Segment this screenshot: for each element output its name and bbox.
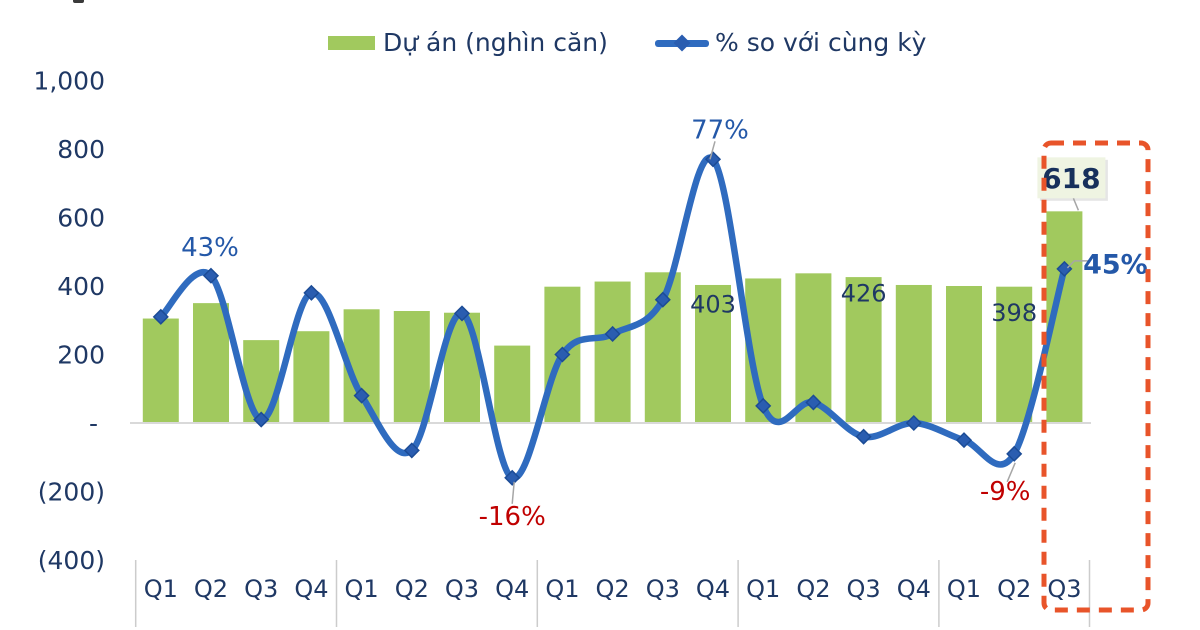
x-axis-tick-label: Q2 xyxy=(796,575,830,603)
diamond-marker-icon xyxy=(152,308,169,325)
x-axis-tick-label: Q3 xyxy=(646,575,680,603)
legend-label-bar-series: Dự án (nghìn căn) xyxy=(383,28,608,57)
y-axis-tick-label: - xyxy=(89,409,98,438)
diamond-marker-icon xyxy=(755,397,772,414)
annotation-leader-line xyxy=(1006,462,1016,483)
y-axis-tick-label: 200 xyxy=(57,341,105,370)
y-axis-tick-label: (200) xyxy=(38,478,105,507)
x-axis-tick-label: Q4 xyxy=(696,575,730,603)
bar xyxy=(393,311,430,423)
x-axis-tick-label: Q4 xyxy=(897,575,931,603)
bar xyxy=(243,340,280,423)
percent-annotation: -16% xyxy=(479,502,546,532)
y-axis-tick-label: 400 xyxy=(57,272,105,301)
diamond-marker-icon xyxy=(673,34,691,51)
diamond-marker-icon xyxy=(1006,445,1023,462)
y-axis-tick-label: 600 xyxy=(57,204,105,233)
x-axis-tick-label: Q1 xyxy=(746,575,780,603)
x-axis-tick-label: Q3 xyxy=(244,575,278,603)
diamond-marker-icon xyxy=(955,432,973,449)
annotation-leader-line xyxy=(1066,260,1091,269)
legend-item-bar-series: Dự án (nghìn căn) xyxy=(328,26,608,60)
y-axis-tick-label: (400) xyxy=(38,546,105,575)
x-axis-tick-label: Q3 xyxy=(445,575,479,603)
chart-legend: Dự án (nghìn căn) % so với cùng kỳ xyxy=(0,26,1200,60)
x-axis-tick-label: Q3 xyxy=(847,575,881,603)
callout-leader-line xyxy=(1072,198,1080,211)
legend-item-line-series: % so với cùng kỳ xyxy=(655,26,926,60)
annotation-leader-line xyxy=(709,141,716,160)
legend-label-line-series: % so với cùng kỳ xyxy=(715,28,927,57)
bar-value-label: 398 xyxy=(991,299,1037,327)
x-axis-tick-label: Q1 xyxy=(345,575,379,603)
x-axis-tick-label: Q1 xyxy=(947,575,981,603)
diamond-marker-icon xyxy=(704,151,722,168)
x-axis-tick-label: Q4 xyxy=(495,575,529,603)
x-axis-tick-label: Q2 xyxy=(194,575,228,603)
diamond-marker-icon xyxy=(554,346,571,363)
diamond-marker-icon xyxy=(202,267,220,284)
bar-value-callout: 618 xyxy=(1042,162,1100,195)
line-series-swatch-icon xyxy=(655,34,709,51)
highlight-dashed-box xyxy=(1041,140,1151,613)
bar xyxy=(494,345,531,423)
x-axis-tick-label: Q2 xyxy=(997,575,1031,603)
y-axis-tick-label: 1,000 xyxy=(33,67,105,96)
callout-box xyxy=(1037,157,1106,199)
x-axis-tick-label: Q2 xyxy=(395,575,429,603)
bar xyxy=(895,284,932,423)
bar xyxy=(594,281,631,423)
bar xyxy=(845,277,882,423)
bar xyxy=(946,286,982,423)
diamond-marker-icon xyxy=(905,414,922,432)
x-axis-tick-label: Q1 xyxy=(144,575,178,603)
bar-value-label: 403 xyxy=(690,290,736,318)
annotation-leader-line xyxy=(511,481,515,504)
cropped-glyph-artifact xyxy=(73,0,84,3)
diamond-marker-icon xyxy=(504,469,521,486)
bar xyxy=(293,331,330,423)
diamond-marker-icon xyxy=(453,305,471,322)
bar xyxy=(142,318,179,423)
diamond-marker-icon xyxy=(353,387,370,404)
x-axis-tick-label: Q2 xyxy=(596,575,630,603)
diamond-marker-icon xyxy=(805,394,822,411)
bar-value-label: 426 xyxy=(841,280,887,308)
diamond-marker-icon xyxy=(403,442,420,459)
bar xyxy=(695,284,731,423)
x-axis-tick-label: Q1 xyxy=(545,575,579,603)
diamond-marker-icon xyxy=(604,325,621,343)
bar xyxy=(996,286,1033,423)
diamond-marker-icon xyxy=(855,428,872,445)
bar xyxy=(193,303,229,423)
diamond-marker-icon xyxy=(654,291,671,308)
x-axis-tick-label: Q3 xyxy=(1047,575,1081,603)
diamond-marker-icon xyxy=(253,411,270,428)
percent-annotation: -9% xyxy=(980,477,1031,507)
x-axis-tick-label: Q4 xyxy=(294,575,328,603)
y-axis-tick-label: 800 xyxy=(57,135,105,164)
bar-series-swatch-icon xyxy=(328,36,375,50)
diamond-marker-icon xyxy=(303,284,320,301)
percent-annotation: 45% xyxy=(1083,249,1148,280)
percent-annotation: 43% xyxy=(181,233,239,263)
percent-annotation: 77% xyxy=(691,115,749,145)
